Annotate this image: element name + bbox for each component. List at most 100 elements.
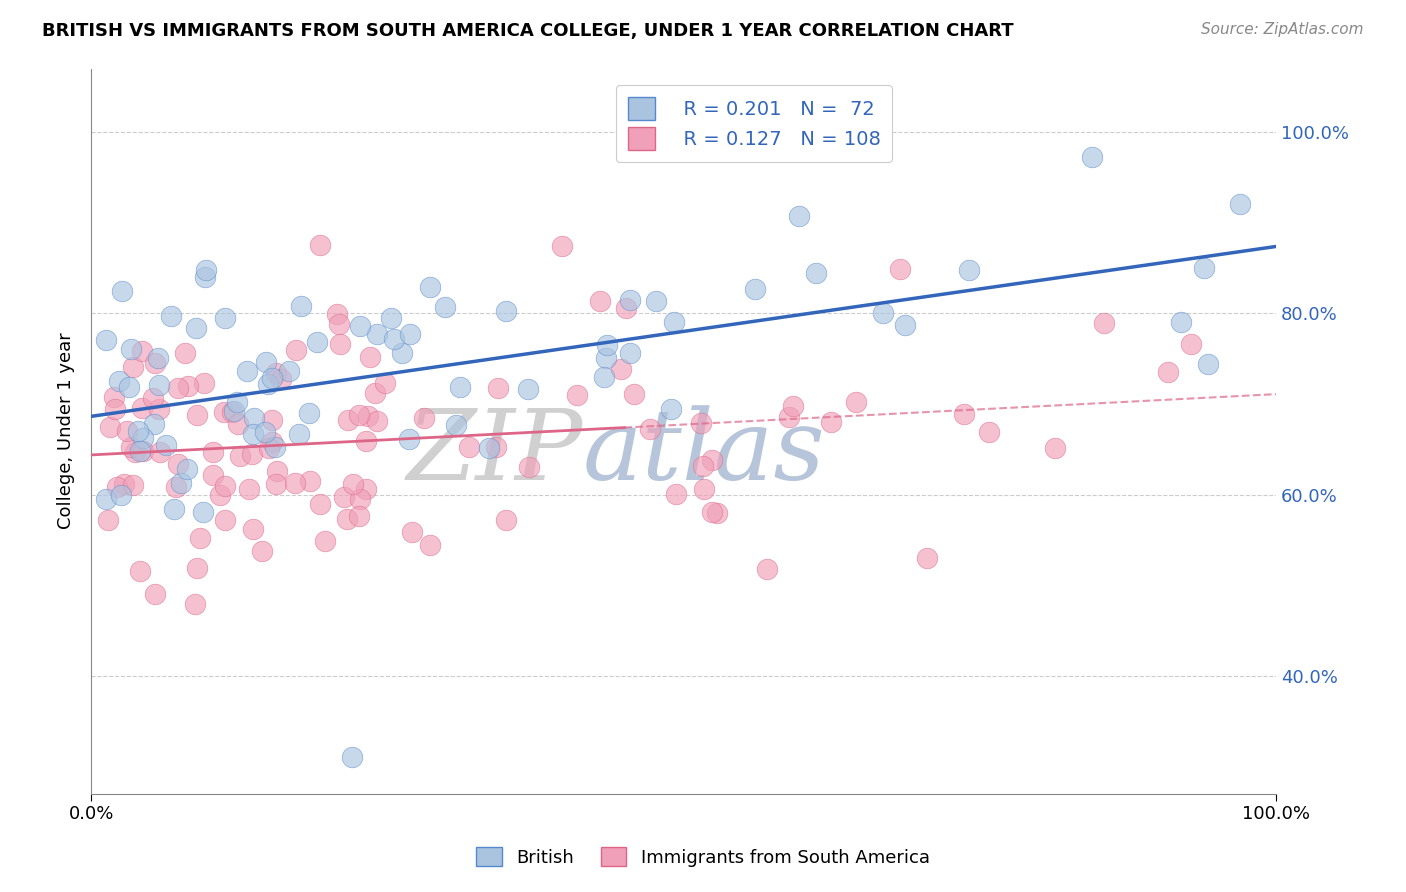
Point — [240, 447, 263, 461]
Point — [142, 417, 165, 432]
Point — [148, 401, 170, 416]
Point — [1080, 150, 1102, 164]
Point — [262, 413, 284, 427]
Point — [103, 390, 125, 404]
Point — [756, 562, 779, 576]
Point — [787, 209, 810, 223]
Point — [374, 376, 396, 390]
Point — [778, 409, 800, 424]
Point — [315, 534, 337, 549]
Point — [121, 478, 143, 492]
Point — [193, 505, 215, 519]
Point — [188, 531, 211, 545]
Point — [117, 424, 139, 438]
Point — [336, 512, 359, 526]
Point — [702, 452, 724, 467]
Point — [307, 334, 329, 349]
Point — [112, 476, 135, 491]
Point — [638, 422, 661, 436]
Point — [957, 262, 980, 277]
Point — [254, 425, 277, 439]
Point — [121, 359, 143, 374]
Point — [689, 416, 711, 430]
Point — [120, 342, 142, 356]
Point — [170, 476, 193, 491]
Point — [195, 263, 218, 277]
Text: BRITISH VS IMMIGRANTS FROM SOUTH AMERICA COLLEGE, UNDER 1 YEAR CORRELATION CHART: BRITISH VS IMMIGRANTS FROM SOUTH AMERICA… — [42, 22, 1014, 40]
Point — [104, 401, 127, 416]
Point — [105, 480, 128, 494]
Point — [110, 488, 132, 502]
Text: Source: ZipAtlas.com: Source: ZipAtlas.com — [1201, 22, 1364, 37]
Point — [186, 560, 208, 574]
Point — [201, 468, 224, 483]
Point — [419, 538, 441, 552]
Point — [184, 597, 207, 611]
Point — [252, 544, 274, 558]
Point — [229, 450, 252, 464]
Legend: British, Immigrants from South America: British, Immigrants from South America — [470, 840, 936, 874]
Point — [155, 438, 177, 452]
Point — [129, 443, 152, 458]
Point — [614, 301, 637, 316]
Point — [298, 475, 321, 489]
Point — [214, 311, 236, 326]
Point — [413, 410, 436, 425]
Point — [953, 407, 976, 421]
Point — [366, 326, 388, 341]
Point — [357, 409, 380, 423]
Point — [495, 303, 517, 318]
Text: atlas: atlas — [583, 405, 825, 500]
Point — [177, 379, 200, 393]
Point — [744, 282, 766, 296]
Point — [692, 482, 714, 496]
Point — [700, 505, 723, 519]
Point — [285, 343, 308, 357]
Point — [398, 326, 420, 341]
Point — [1197, 357, 1219, 371]
Point — [201, 445, 224, 459]
Point — [166, 457, 188, 471]
Point — [143, 587, 166, 601]
Point — [364, 386, 387, 401]
Point — [845, 395, 868, 409]
Point — [342, 477, 364, 491]
Point — [186, 408, 208, 422]
Point — [159, 310, 181, 324]
Point — [329, 336, 352, 351]
Point — [146, 351, 169, 365]
Point — [254, 355, 277, 369]
Point — [419, 279, 441, 293]
Point — [1092, 317, 1115, 331]
Point — [593, 370, 616, 384]
Point — [596, 338, 619, 352]
Point — [486, 381, 509, 395]
Point — [382, 332, 405, 346]
Point — [214, 404, 236, 418]
Point — [256, 377, 278, 392]
Point — [458, 440, 481, 454]
Point — [120, 440, 142, 454]
Point — [889, 262, 911, 277]
Point — [263, 440, 285, 454]
Point — [645, 294, 668, 309]
Point — [131, 344, 153, 359]
Point — [347, 409, 370, 423]
Point — [298, 406, 321, 420]
Point — [167, 381, 190, 395]
Point — [662, 315, 685, 329]
Point — [391, 346, 413, 360]
Point — [214, 478, 236, 492]
Point — [236, 364, 259, 378]
Point — [401, 524, 423, 539]
Point — [328, 318, 350, 332]
Point — [264, 366, 287, 380]
Point — [193, 376, 215, 391]
Point — [354, 434, 377, 448]
Legend:   R = 0.201   N =  72,   R = 0.127   N = 108: R = 0.201 N = 72, R = 0.127 N = 108 — [616, 86, 893, 161]
Point — [1156, 365, 1178, 379]
Point — [337, 413, 360, 427]
Point — [692, 459, 714, 474]
Point — [444, 417, 467, 432]
Point — [208, 488, 231, 502]
